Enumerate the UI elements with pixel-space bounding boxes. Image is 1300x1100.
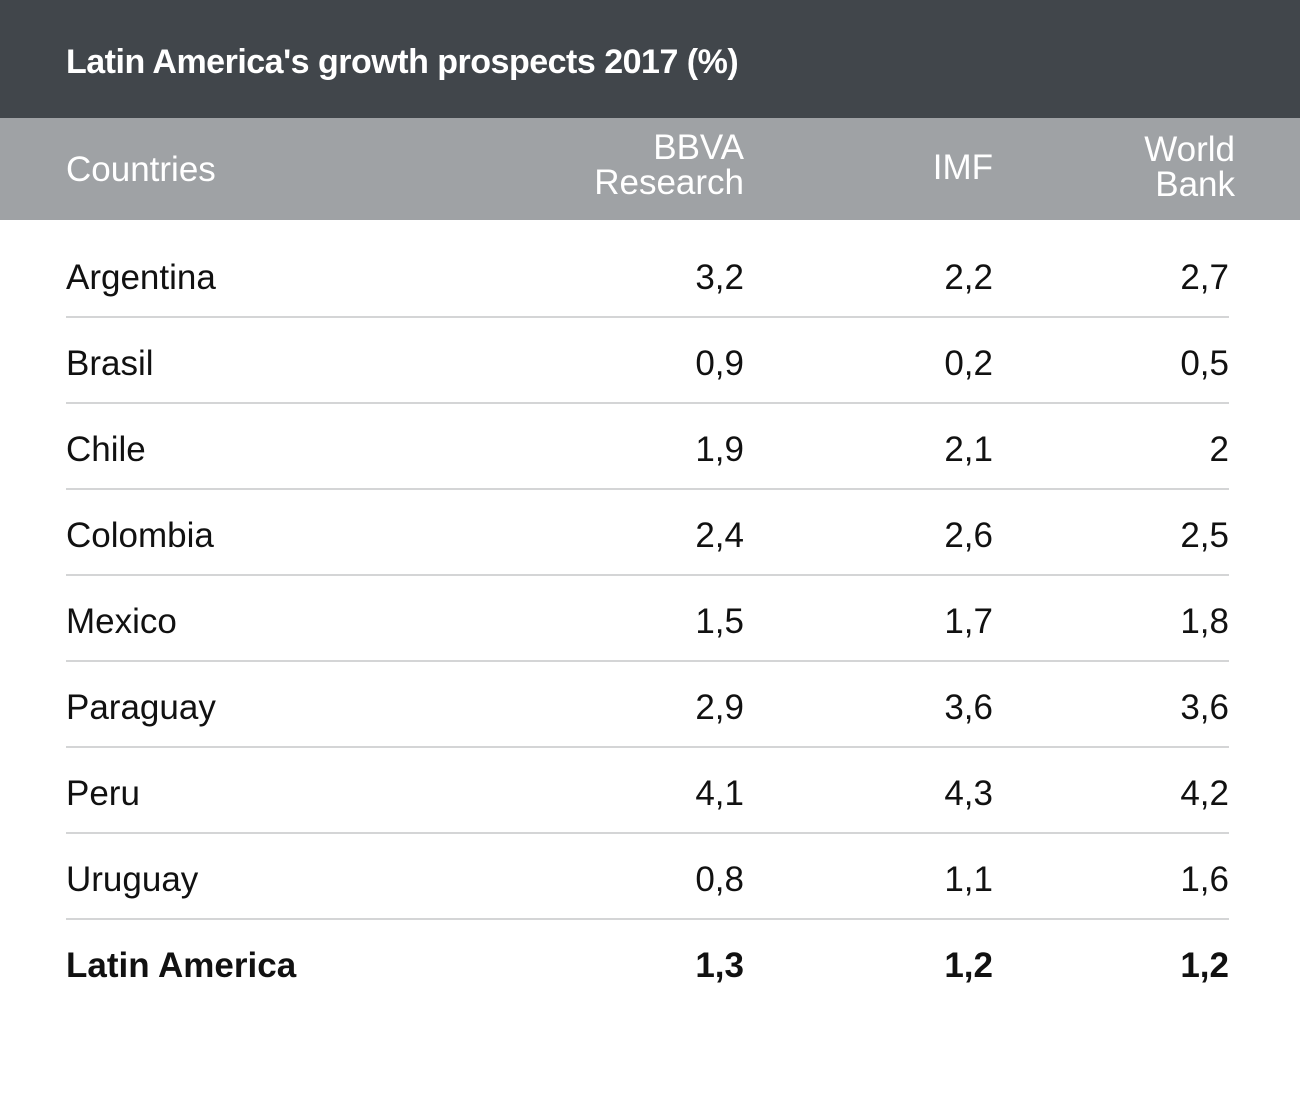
header-world-bank-line-1: World — [1144, 130, 1235, 169]
header-imf: IMF — [933, 150, 993, 185]
header-world-bank: World Bank — [1144, 132, 1235, 202]
value-bbva: 3,2 — [695, 258, 744, 297]
header-countries: Countries — [66, 152, 216, 187]
value-bbva: 2,9 — [695, 688, 744, 727]
value-bbva: 1,9 — [695, 430, 744, 469]
value-bbva: 4,1 — [695, 774, 744, 813]
row-divider — [66, 316, 1229, 318]
header-bbva-research: BBVA Research — [594, 130, 744, 200]
row-divider — [66, 746, 1229, 748]
value-imf: 2,2 — [944, 258, 993, 297]
value-world-bank: 2,7 — [1180, 258, 1229, 297]
value-bbva: 2,4 — [695, 516, 744, 555]
value-imf: 3,6 — [944, 688, 993, 727]
column-header-bar: Countries BBVA Research IMF World Bank — [0, 118, 1300, 220]
country-name: Colombia — [66, 516, 214, 555]
row-divider — [66, 832, 1229, 834]
table-row: Argentina 3,2 2,2 2,7 — [0, 258, 1300, 298]
country-name: Uruguay — [66, 860, 199, 899]
row-divider — [66, 574, 1229, 576]
value-world-bank: 1,6 — [1180, 860, 1229, 899]
table-total-row: Latin America 1,3 1,2 1,2 — [0, 946, 1300, 986]
country-name: Peru — [66, 774, 140, 813]
header-bbva-line-2: Research — [594, 163, 744, 202]
header-world-bank-line-2: Bank — [1155, 165, 1235, 204]
value-imf: 2,1 — [944, 430, 993, 469]
value-bbva: 1,3 — [695, 946, 744, 985]
value-bbva: 0,8 — [695, 860, 744, 899]
value-world-bank: 3,6 — [1180, 688, 1229, 727]
value-world-bank: 1,2 — [1180, 946, 1229, 985]
table-row: Uruguay 0,8 1,1 1,6 — [0, 860, 1300, 900]
value-imf: 2,6 — [944, 516, 993, 555]
value-imf: 4,3 — [944, 774, 993, 813]
row-divider — [66, 402, 1229, 404]
value-imf: 0,2 — [944, 344, 993, 383]
country-name: Mexico — [66, 602, 177, 641]
table-row: Brasil 0,9 0,2 0,5 — [0, 344, 1300, 384]
table-row: Paraguay 2,9 3,6 3,6 — [0, 688, 1300, 728]
value-world-bank: 2,5 — [1180, 516, 1229, 555]
table-row: Colombia 2,4 2,6 2,5 — [0, 516, 1300, 556]
header-imf-line: IMF — [932, 148, 993, 187]
value-world-bank: 1,8 — [1180, 602, 1229, 641]
row-divider — [66, 488, 1229, 490]
table-title: Latin America's growth prospects 2017 (%… — [66, 43, 739, 81]
value-world-bank: 4,2 — [1180, 774, 1229, 813]
header-countries-line: Countries — [66, 150, 216, 189]
country-name: Chile — [66, 430, 146, 469]
country-name: Argentina — [66, 258, 216, 297]
table-row: Peru 4,1 4,3 4,2 — [0, 774, 1300, 814]
value-imf: 1,1 — [944, 860, 993, 899]
value-bbva: 1,5 — [695, 602, 744, 641]
value-imf: 1,2 — [944, 946, 993, 985]
country-name: Latin America — [66, 946, 297, 985]
row-divider — [66, 918, 1229, 920]
country-name: Brasil — [66, 344, 154, 383]
table-row: Chile 1,9 2,1 2 — [0, 430, 1300, 470]
table-row: Mexico 1,5 1,7 1,8 — [0, 602, 1300, 642]
header-bbva-line-1: BBVA — [653, 128, 744, 167]
row-divider — [66, 660, 1229, 662]
country-name: Paraguay — [66, 688, 216, 727]
value-world-bank: 0,5 — [1180, 344, 1229, 383]
title-bar: Latin America's growth prospects 2017 (%… — [0, 0, 1300, 118]
value-imf: 1,7 — [944, 602, 993, 641]
value-world-bank: 2 — [1209, 430, 1229, 469]
value-bbva: 0,9 — [695, 344, 744, 383]
